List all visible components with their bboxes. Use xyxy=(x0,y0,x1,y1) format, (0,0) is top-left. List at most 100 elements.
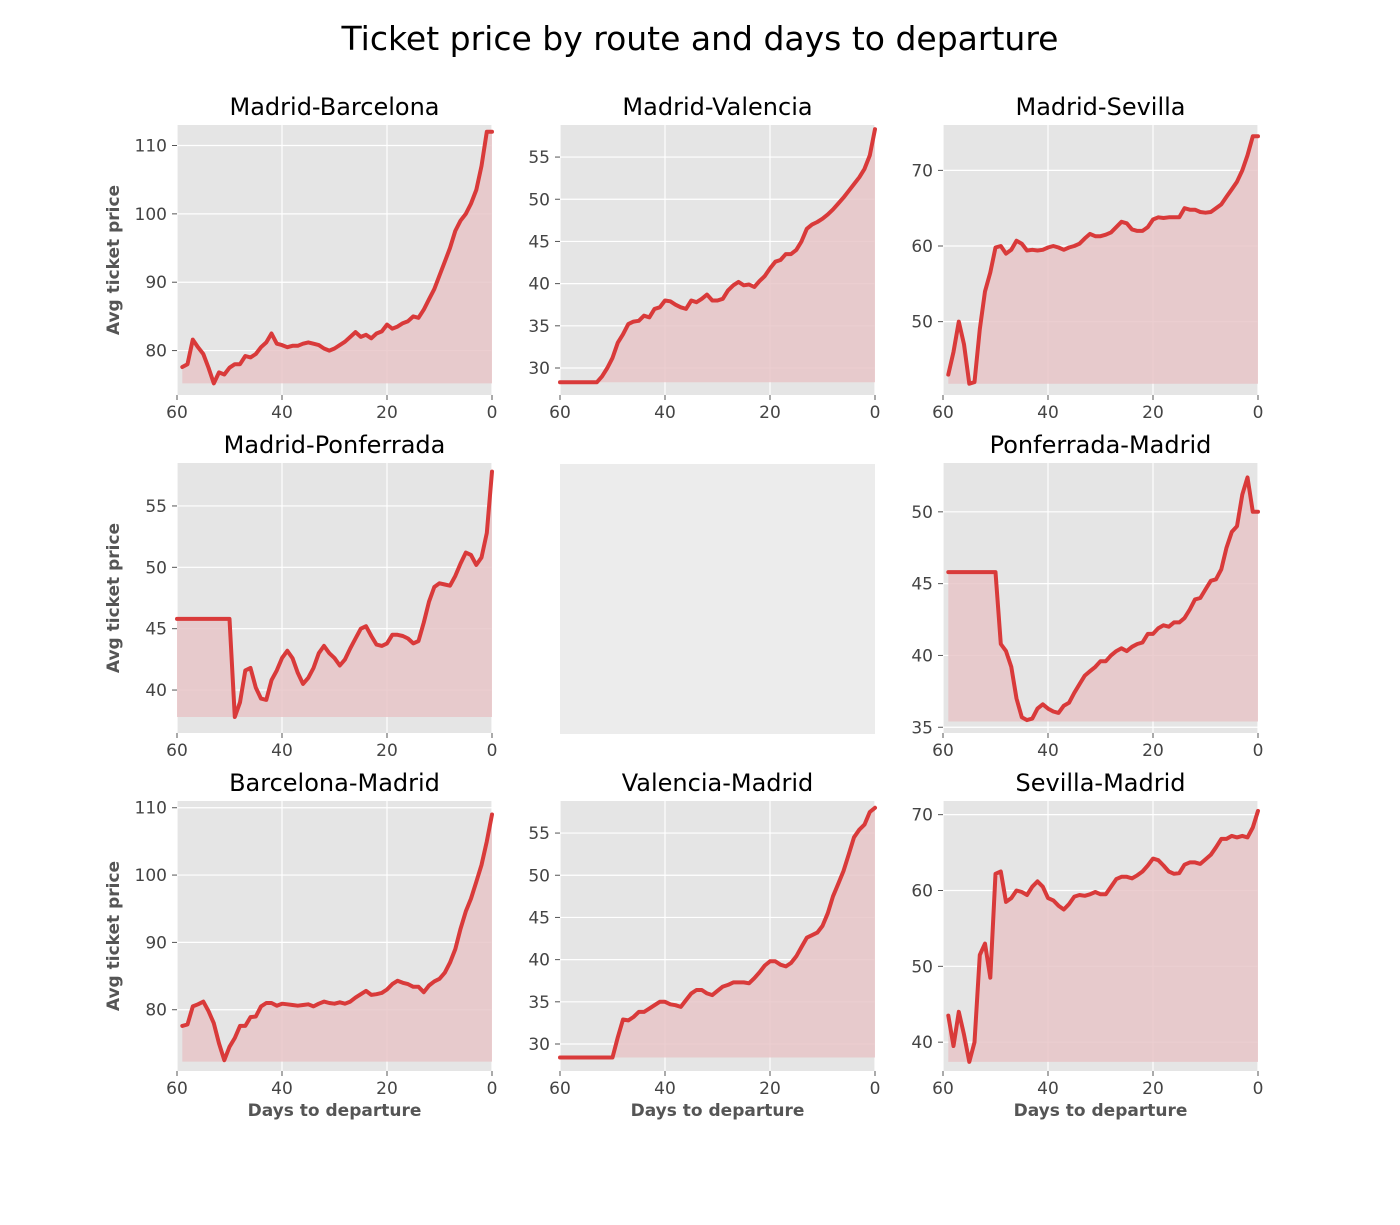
y-tick-label: 55 xyxy=(528,824,550,844)
y-tick-label: 50 xyxy=(528,866,550,886)
series-line xyxy=(180,129,494,386)
area-fill xyxy=(182,131,493,384)
series-line xyxy=(175,469,494,719)
x-tick-label: 0 xyxy=(487,1079,498,1099)
y-tick-label: 35 xyxy=(528,993,550,1013)
x-axis-label: Days to departure xyxy=(1014,1101,1188,1121)
y-tick-label: 50 xyxy=(911,313,933,333)
x-tick-label: 60 xyxy=(166,741,188,761)
subplot-panel: 60 40 20 0 50 60 70 Madrid-Sevilla xyxy=(911,93,1263,423)
x-tick-label: 0 xyxy=(870,403,881,423)
y-tick-label: 40 xyxy=(528,951,550,971)
y-tick-label: 40 xyxy=(911,646,933,666)
y-tick-label: 40 xyxy=(145,681,167,701)
x-tick-label: 60 xyxy=(549,403,571,423)
y-tick-label: 45 xyxy=(528,232,550,252)
y-tick-label: 45 xyxy=(911,575,933,595)
subplot-panel: 60 40 20 0 35 40 45 50 Ponferrada-Madrid xyxy=(911,431,1263,761)
subplot-panel: 60 40 20 0 40 45 50 55 Madrid-Ponferrada Avg tick… xyxy=(104,431,497,761)
series-line xyxy=(946,134,1260,386)
subplot-panel: 60 40 20 0 30 35 40 45 50 55 Valencia-Madrid Days t… xyxy=(528,769,880,1121)
x-tick-label: 20 xyxy=(1142,1079,1164,1099)
y-tick-label: 45 xyxy=(145,620,167,640)
area-fill xyxy=(948,136,1258,384)
y-tick-label: 70 xyxy=(911,161,933,181)
x-tick-label: 0 xyxy=(1253,403,1264,423)
area-fill xyxy=(177,471,492,717)
subplot-title: Madrid-Barcelona xyxy=(230,93,440,121)
y-tick-label: 40 xyxy=(911,1033,933,1053)
y-tick-label: 50 xyxy=(911,957,933,977)
x-tick-label: 20 xyxy=(376,403,398,423)
x-tick-label: 20 xyxy=(759,403,781,423)
x-tick-label: 40 xyxy=(1037,1079,1059,1099)
subplot-panel: 60 40 20 0 30 35 40 45 50 55 Madrid-Valencia xyxy=(528,93,880,423)
y-tick-label: 50 xyxy=(911,503,933,523)
x-tick-label: 20 xyxy=(759,1079,781,1099)
x-tick-label: 40 xyxy=(1037,741,1059,761)
x-tick-label: 60 xyxy=(932,1079,954,1099)
y-tick-label: 30 xyxy=(528,1035,550,1055)
area-fill xyxy=(560,129,875,383)
y-tick-label: 30 xyxy=(528,359,550,379)
y-tick-label: 40 xyxy=(528,275,550,295)
x-tick-label: 20 xyxy=(1142,403,1164,423)
figure-title: Ticket price by route and days to depart… xyxy=(341,19,1059,58)
y-tick-label: 35 xyxy=(911,718,933,738)
x-tick-label: 40 xyxy=(654,403,676,423)
x-tick-label: 0 xyxy=(870,1079,881,1099)
subplot-title: Sevilla-Madrid xyxy=(1016,769,1186,797)
x-tick-label: 20 xyxy=(376,741,398,761)
y-tick-label: 55 xyxy=(145,497,167,517)
y-tick-label: 55 xyxy=(528,148,550,168)
subplot-title: Valencia-Madrid xyxy=(622,769,814,797)
subplot-title: Ponferrada-Madrid xyxy=(990,431,1212,459)
panel-grid: 60 40 20 0 80 90 100 110 Madrid-Barcelona Avg tic… xyxy=(104,93,1263,1121)
y-tick-label: 50 xyxy=(145,558,167,578)
series-line xyxy=(558,805,877,1060)
x-tick-label: 0 xyxy=(487,741,498,761)
series-line xyxy=(946,475,1260,723)
x-tick-label: 60 xyxy=(166,1079,188,1099)
x-tick-label: 60 xyxy=(932,403,954,423)
series-line xyxy=(558,127,877,385)
y-tick-label: 100 xyxy=(135,205,167,225)
x-tick-label: 0 xyxy=(1253,741,1264,761)
series-line xyxy=(180,812,494,1063)
x-tick-label: 20 xyxy=(1142,741,1164,761)
y-tick-label: 80 xyxy=(145,1001,167,1021)
x-tick-label: 40 xyxy=(271,1079,293,1099)
empty-panel-background xyxy=(560,464,875,734)
y-tick-label: 60 xyxy=(911,237,933,257)
x-tick-label: 40 xyxy=(271,403,293,423)
subplot-title: Barcelona-Madrid xyxy=(229,769,440,797)
y-axis-label: Avg ticket price xyxy=(104,861,124,1011)
area-fill xyxy=(560,807,875,1058)
subplot-panel xyxy=(560,464,875,734)
y-tick-label: 50 xyxy=(528,190,550,210)
y-tick-label: 35 xyxy=(528,317,550,337)
y-tick-label: 60 xyxy=(911,881,933,901)
y-tick-label: 70 xyxy=(911,806,933,826)
y-tick-label: 90 xyxy=(145,273,167,293)
series-line xyxy=(946,808,1260,1064)
y-tick-label: 110 xyxy=(135,799,167,819)
y-tick-label: 90 xyxy=(145,933,167,953)
subplot-panel: 60 40 20 0 40 50 60 70 Sevilla-Madrid Days to dep… xyxy=(911,769,1263,1121)
area-fill xyxy=(182,814,493,1062)
subplot-panel: 60 40 20 0 80 90 100 110 Barcelona-Madrid Avg tic… xyxy=(104,769,497,1121)
y-tick-label: 110 xyxy=(135,137,167,157)
x-axis-label: Days to departure xyxy=(631,1101,805,1121)
x-tick-label: 20 xyxy=(376,1079,398,1099)
subplot-panel: 60 40 20 0 80 90 100 110 Madrid-Barcelona Avg tic… xyxy=(104,93,497,423)
area-fill xyxy=(948,477,1258,722)
x-tick-label: 40 xyxy=(271,741,293,761)
x-tick-label: 60 xyxy=(932,741,954,761)
x-tick-label: 40 xyxy=(1037,403,1059,423)
x-tick-label: 0 xyxy=(1253,1079,1264,1099)
y-tick-label: 80 xyxy=(145,342,167,362)
subplot-title: Madrid-Sevilla xyxy=(1016,93,1186,121)
x-axis-label: Days to departure xyxy=(248,1101,422,1121)
x-tick-label: 60 xyxy=(166,403,188,423)
